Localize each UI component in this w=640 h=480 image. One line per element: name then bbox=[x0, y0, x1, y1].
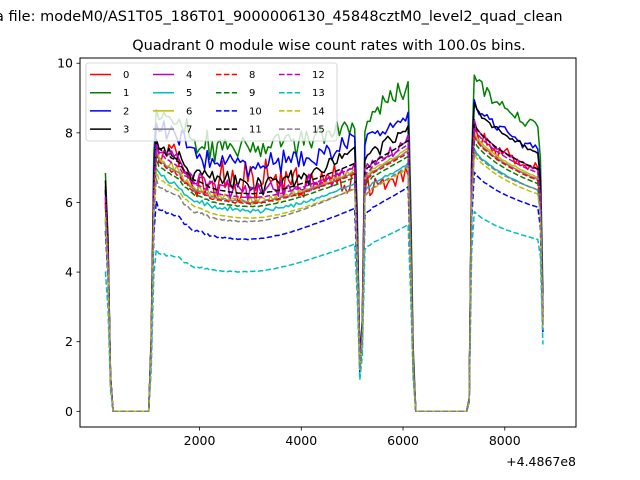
plot-frame bbox=[79, 57, 577, 428]
legend-label-7: 7 bbox=[186, 125, 192, 136]
legend-label-1: 1 bbox=[123, 88, 129, 99]
x-tick-label: 4000 bbox=[285, 433, 317, 448]
series-line-14 bbox=[104, 153, 544, 413]
y-tick-label: 8 bbox=[65, 125, 73, 140]
legend-label-0: 0 bbox=[123, 70, 129, 81]
x-tick-label: 8000 bbox=[489, 433, 521, 448]
series-line-15 bbox=[104, 150, 544, 413]
legend-label-14: 14 bbox=[312, 106, 325, 117]
series-line-11 bbox=[104, 123, 544, 413]
x-tick-label: 6000 bbox=[387, 433, 419, 448]
y-tick-label: 2 bbox=[65, 334, 73, 349]
legend-label-15: 15 bbox=[312, 125, 325, 136]
figure-suptitle: a file: modeM0/AS1T05_186T01_9000006130_… bbox=[0, 9, 563, 25]
series-lines bbox=[104, 74, 544, 413]
legend-label-9: 9 bbox=[249, 88, 255, 99]
legend-label-2: 2 bbox=[123, 106, 129, 117]
series-line-12 bbox=[104, 127, 544, 413]
legend-label-13: 13 bbox=[312, 88, 325, 99]
legend-label-12: 12 bbox=[312, 70, 325, 81]
y-tick-label: 10 bbox=[57, 56, 73, 71]
legend-label-5: 5 bbox=[186, 88, 192, 99]
y-tick-label: 0 bbox=[65, 404, 73, 419]
chart-title: Quadrant 0 module wise count rates with … bbox=[132, 38, 526, 54]
legend-label-11: 11 bbox=[249, 125, 262, 136]
legend-label-4: 4 bbox=[186, 70, 192, 81]
y-tick-label: 4 bbox=[65, 265, 73, 280]
legend-label-10: 10 bbox=[249, 106, 262, 117]
y-tick-label: 6 bbox=[65, 195, 73, 210]
x-offset-label: +4.4867e8 bbox=[506, 454, 576, 469]
legend-label-8: 8 bbox=[249, 70, 255, 81]
legend-label-3: 3 bbox=[123, 125, 129, 136]
legend-label-6: 6 bbox=[186, 106, 192, 117]
x-tick-label: 2000 bbox=[184, 433, 216, 448]
legend-box bbox=[85, 62, 338, 142]
